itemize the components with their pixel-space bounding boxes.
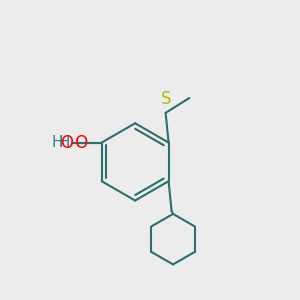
Text: H: H <box>59 135 70 150</box>
Text: S: S <box>160 90 171 108</box>
Text: O: O <box>70 134 89 152</box>
Text: O: O <box>60 134 74 152</box>
Text: H: H <box>51 135 63 150</box>
